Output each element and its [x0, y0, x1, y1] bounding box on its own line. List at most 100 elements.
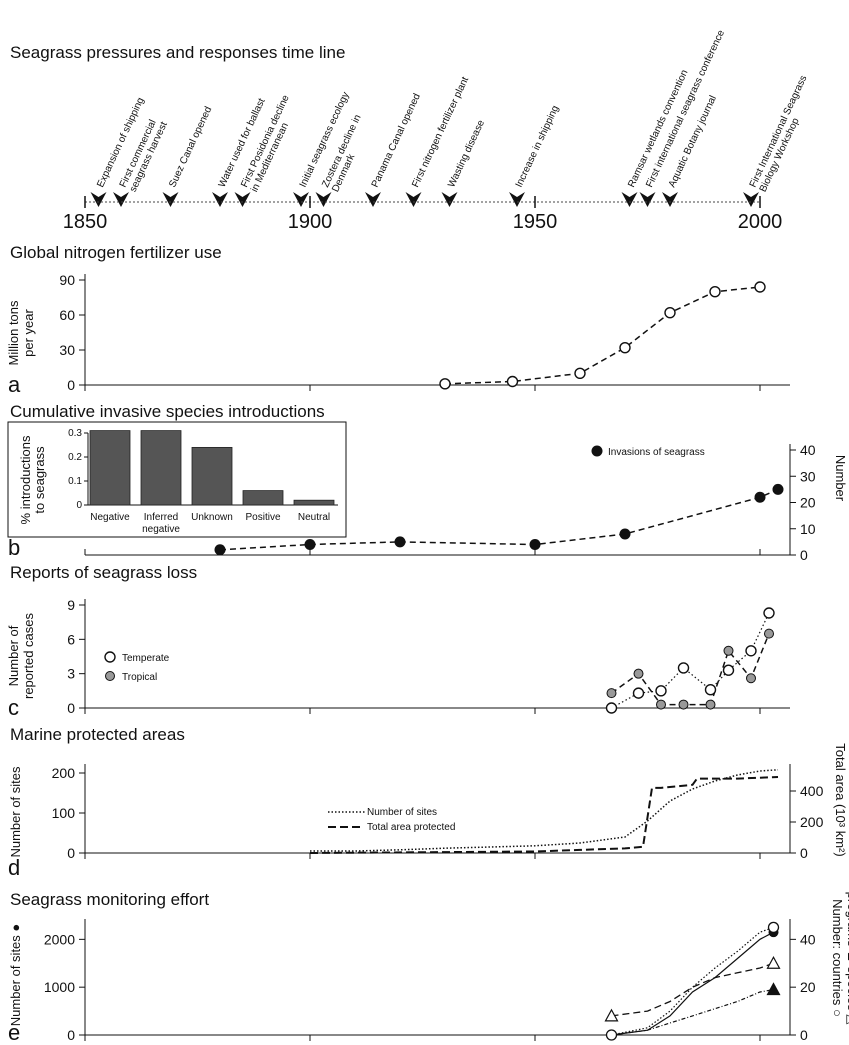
- data-point: [619, 528, 631, 540]
- legend-sites-label: Number of sites: [367, 807, 437, 818]
- y-tick-label: 100: [52, 805, 76, 821]
- panel-letter: b: [8, 535, 20, 560]
- y-tick-label: 90: [59, 272, 75, 288]
- inset-ylabel-text: to seagrass: [32, 446, 47, 514]
- timeline-title: Seagrass pressures and responses time li…: [10, 43, 345, 62]
- temperate-point: [763, 607, 775, 619]
- panel-a-ylabel: Million tons per year: [6, 300, 36, 366]
- timeline-event-arrow: [234, 192, 251, 207]
- panel-c-ylabel: Number of reported cases: [6, 613, 36, 699]
- data-point: [439, 378, 451, 390]
- y-axis-label-text: Million tons: [6, 300, 21, 366]
- timeline-event-arrow: [405, 192, 422, 207]
- series-species-line: [611, 962, 774, 1017]
- y-tick-label: 0: [67, 377, 75, 393]
- panel-letter: d: [8, 855, 20, 880]
- legend-tropical-label: Tropical: [122, 672, 157, 683]
- temperate-point: [704, 683, 717, 696]
- inset-category-label: Neutral: [298, 512, 330, 523]
- y-tick-label: 6: [67, 631, 75, 647]
- panel-a-title: Global nitrogen fertilizer use: [10, 243, 222, 262]
- timeline-year-label: 1900: [288, 211, 333, 233]
- y-axis-label-text: Number of sites ●: [8, 924, 23, 1027]
- timeline-event-label: Suez Canal opened: [167, 105, 214, 189]
- panel-letter: a: [8, 372, 21, 397]
- timeline-event-arrow: [441, 192, 458, 207]
- tropical-point: [633, 668, 644, 679]
- inset-bar: [293, 499, 335, 506]
- tropical-point: [764, 628, 774, 639]
- y-tick-label: 1000: [44, 979, 75, 995]
- series-countries-line: [611, 926, 774, 1036]
- legend-area-label: Total area protected: [367, 822, 455, 833]
- temperate-point: [632, 687, 645, 699]
- legend-temperate-label: Temperate: [122, 653, 170, 664]
- temperate-point: [745, 645, 757, 657]
- timeline-event-arrow: [162, 192, 179, 207]
- timeline-years: 1850 1900 1950 2000: [63, 196, 782, 233]
- y-axis-label-text: per year: [21, 308, 36, 356]
- species-point: [766, 956, 781, 969]
- data-point: [214, 544, 226, 556]
- series-line: [444, 286, 761, 385]
- data-point: [754, 491, 766, 503]
- timeline-event-text: Suez Canal opened: [167, 105, 214, 189]
- right-tick-label: 0: [800, 845, 808, 861]
- programs-point: [766, 982, 781, 996]
- y-axis-label-text: Number of sites: [8, 766, 23, 858]
- timeline-event-arrow: [90, 192, 107, 207]
- temperate-point: [677, 662, 690, 674]
- right-axis-label-text: Number: countries ○: [830, 899, 845, 1017]
- timeline-year-label: 1950: [513, 211, 558, 233]
- right-tick-label: 0: [800, 1027, 808, 1043]
- series-sites-line: [310, 769, 779, 852]
- inset-bar: [140, 430, 182, 506]
- temperate-point: [722, 664, 735, 676]
- y-tick-label: 60: [59, 307, 75, 323]
- y-tick-label: 3: [67, 666, 75, 682]
- y-tick-label: 2000: [44, 931, 75, 947]
- timeline-event-arrow: [212, 192, 228, 207]
- inset-y-tick-label: 0.1: [68, 476, 82, 487]
- inset-y-tick-label: 0: [76, 500, 82, 511]
- data-point: [772, 483, 784, 495]
- panel-b-right-label: Number: [833, 455, 848, 502]
- panel-d-ylabel: Number of sites: [8, 766, 23, 858]
- data-point: [619, 341, 631, 354]
- y-tick-label: 200: [52, 765, 76, 781]
- panel-b: 0 10 20 30 40 b Number Invasions of seagrass 0 0.…: [7, 421, 848, 563]
- right-axis-label-text: Number: [833, 455, 848, 502]
- temperate-point: [605, 702, 618, 714]
- panel-letter: c: [8, 695, 19, 720]
- right-tick-label: 40: [800, 442, 816, 458]
- inset-bar: [191, 446, 233, 506]
- inset-y-tick-label: 0.2: [68, 452, 82, 463]
- legend-marker: [591, 445, 603, 457]
- timeline-event-arrow: [113, 192, 129, 207]
- inset-ylabel: % introductions to seagrass: [18, 435, 47, 524]
- timeline-event-arrow: [621, 192, 638, 207]
- species-point: [604, 1008, 619, 1022]
- inset-category-label: Positive: [245, 512, 280, 523]
- timeline-event-arrow: [743, 192, 759, 207]
- y-tick-label: 0: [67, 1027, 75, 1043]
- tropical-point: [656, 699, 666, 710]
- right-tick-label: 10: [800, 521, 816, 537]
- timeline-event-arrow: [365, 192, 381, 207]
- timeline-event-text: Wasting disease: [446, 118, 487, 189]
- data-point: [394, 536, 406, 548]
- inset-category-label: Negative: [90, 512, 130, 523]
- data-point: [664, 306, 676, 319]
- right-tick-label: 30: [800, 468, 816, 484]
- right-tick-label: 400: [800, 783, 824, 799]
- timeline-event-arrow: [639, 192, 656, 207]
- countries-point: [767, 921, 780, 934]
- panel-c-title: Reports of seagrass loss: [10, 563, 197, 582]
